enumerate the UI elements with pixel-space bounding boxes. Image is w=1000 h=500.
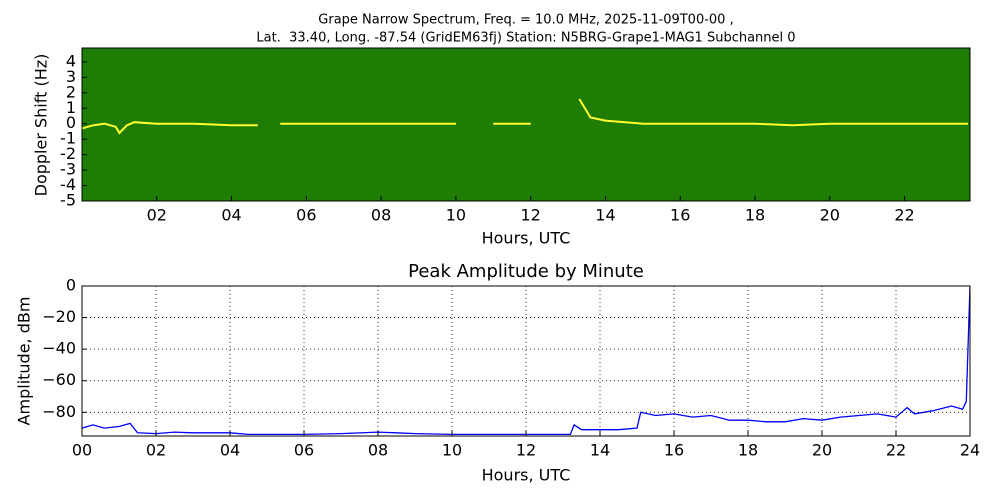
chart-title: Grape Narrow Spectrum, Freq. = 10.0 MHz,…	[318, 13, 733, 28]
y-tick-label: −60	[42, 370, 76, 389]
y-tick-label: 2	[66, 82, 76, 101]
x-tick-label: 08	[371, 206, 391, 225]
data-line	[82, 98, 969, 135]
x-tick-label: 06	[294, 441, 314, 460]
y-tick-label: 0	[66, 113, 76, 132]
y-tick-label: −40	[42, 339, 76, 358]
y-tick-label: −20	[42, 307, 76, 326]
y-tick-label: 3	[66, 67, 76, 86]
x-axis-label: Hours, UTC	[482, 466, 571, 485]
x-tick-label: 24	[960, 441, 980, 460]
x-tick-label: 06	[296, 206, 316, 225]
y-tick-label: -2	[60, 144, 76, 163]
y-tick-label: 1	[66, 98, 76, 117]
y-tick-label: −80	[42, 402, 76, 421]
x-tick-label: 22	[894, 206, 914, 225]
y-tick-label: -5	[60, 191, 76, 210]
x-tick-label: 10	[446, 206, 466, 225]
x-tick-label: 14	[590, 441, 610, 460]
x-tick-label: 16	[664, 441, 684, 460]
x-tick-label: 04	[221, 206, 241, 225]
x-tick-label: 04	[220, 441, 240, 460]
y-tick-label: -4	[60, 175, 76, 194]
x-tick-label: 14	[595, 206, 615, 225]
y-tick-label: 4	[66, 51, 76, 70]
data-line	[82, 286, 970, 436]
plot-frame	[81, 47, 971, 202]
y-axis-label: Amplitude, dBm	[15, 297, 34, 426]
x-tick-label: 12	[516, 441, 536, 460]
x-tick-label: 20	[812, 441, 832, 460]
y-axis-label: Doppler Shift (Hz)	[32, 54, 51, 197]
x-tick-label: 00	[72, 441, 92, 460]
x-tick-label: 18	[745, 206, 765, 225]
x-tick-label: 16	[670, 206, 690, 225]
x-tick-label: 20	[820, 206, 840, 225]
x-tick-label: 10	[442, 441, 462, 460]
chart-title: Peak Amplitude by Minute	[408, 261, 644, 282]
x-tick-label: 08	[368, 441, 388, 460]
x-tick-label: 02	[147, 206, 167, 225]
chart-subtitle: Lat. 33.40, Long. -87.54 (GridEM63fj) St…	[256, 31, 795, 46]
plot-frame	[81, 285, 971, 437]
x-tick-label: 12	[520, 206, 540, 225]
y-tick-label: -3	[60, 160, 76, 179]
x-tick-label: 22	[886, 441, 906, 460]
x-tick-label: 02	[146, 441, 166, 460]
x-tick-label: 18	[738, 441, 758, 460]
x-axis-label: Hours, UTC	[482, 229, 571, 248]
y-tick-label: 0	[66, 276, 76, 295]
y-tick-label: -1	[60, 129, 76, 148]
